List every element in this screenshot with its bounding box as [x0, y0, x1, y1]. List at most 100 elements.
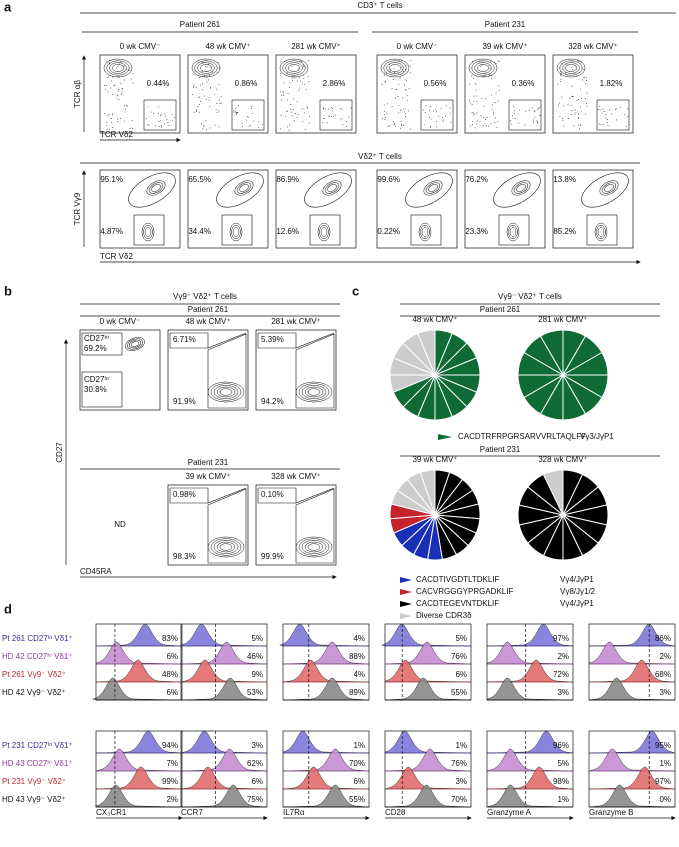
- event: [578, 124, 580, 126]
- event: [469, 83, 471, 85]
- contour: [506, 222, 520, 242]
- event: [289, 87, 290, 88]
- histogram-percent: 83%: [162, 634, 178, 643]
- event: [571, 114, 572, 116]
- event: [197, 106, 199, 107]
- histogram-percent: 62%: [247, 759, 263, 768]
- histogram: [486, 748, 574, 772]
- event: [599, 124, 601, 126]
- event: [301, 82, 303, 84]
- gate: [319, 99, 353, 131]
- event: [120, 118, 121, 119]
- event: [210, 66, 212, 68]
- contour: [389, 64, 401, 72]
- event: [537, 122, 538, 124]
- event: [202, 83, 203, 85]
- gate: [143, 99, 177, 131]
- event: [394, 72, 396, 73]
- plot-frame: [384, 623, 472, 701]
- event: [580, 106, 581, 108]
- contour: [508, 225, 518, 239]
- event: [578, 99, 579, 100]
- panel-header: CD3⁺ T cells: [357, 1, 402, 10]
- event: [164, 113, 166, 115]
- contour: [599, 180, 619, 196]
- event: [391, 106, 393, 107]
- event: [201, 61, 203, 63]
- histogram-percent: 3%: [455, 777, 467, 786]
- plot-frame: [95, 730, 183, 808]
- histogram-percent: 2%: [659, 652, 671, 661]
- event: [475, 84, 477, 86]
- event: [235, 108, 237, 109]
- event: [280, 72, 282, 74]
- event: [400, 109, 402, 111]
- event: [295, 113, 296, 114]
- event: [472, 124, 473, 126]
- contour: [125, 337, 145, 351]
- contour: [109, 62, 127, 74]
- contour: [232, 227, 240, 237]
- event: [171, 114, 173, 115]
- event: [287, 110, 289, 112]
- gate: [169, 487, 247, 504]
- histogram-percent: 95%: [655, 741, 671, 750]
- histogram-percent: 88%: [349, 652, 365, 661]
- event: [491, 78, 493, 80]
- contour: [146, 180, 166, 196]
- event: [382, 118, 383, 120]
- event: [384, 119, 386, 120]
- gate: [81, 332, 123, 356]
- event: [203, 62, 205, 64]
- event: [393, 68, 395, 69]
- event: [580, 61, 582, 62]
- histogram-percent: 6%: [166, 688, 178, 697]
- event: [123, 65, 125, 67]
- event: [399, 77, 401, 79]
- event: [469, 125, 471, 127]
- event: [330, 116, 332, 118]
- x-axis-label: CD28: [385, 808, 406, 817]
- gate: [581, 172, 629, 208]
- event: [112, 114, 114, 116]
- event: [405, 89, 407, 91]
- histogram: [282, 748, 370, 772]
- event: [290, 111, 292, 113]
- event: [489, 61, 491, 63]
- row-label: HD 42 CD27ʰⁱ Vδ1⁺: [2, 652, 73, 661]
- event: [495, 117, 496, 119]
- event: [476, 101, 478, 103]
- contour: [197, 62, 215, 74]
- histogram: [486, 659, 574, 683]
- histogram-percent: 1%: [353, 741, 365, 750]
- gate: [81, 371, 123, 408]
- event: [280, 99, 282, 101]
- event: [571, 110, 573, 112]
- event: [199, 77, 201, 78]
- event: [346, 121, 347, 123]
- gate: [498, 214, 530, 246]
- event: [205, 70, 207, 72]
- histogram: [588, 677, 676, 701]
- event: [193, 87, 194, 89]
- histogram-percent: 1%: [455, 741, 467, 750]
- contour: [298, 383, 330, 401]
- histogram: [588, 766, 676, 790]
- column-label: 39 wk CMV⁺: [482, 42, 527, 51]
- event: [258, 126, 260, 128]
- legend-swatch: [438, 434, 452, 440]
- event: [474, 83, 476, 85]
- event: [576, 100, 578, 101]
- event: [403, 125, 404, 127]
- event: [536, 120, 538, 122]
- plot-frame: [552, 54, 634, 134]
- event: [207, 96, 209, 98]
- gate: [207, 488, 247, 564]
- event: [106, 129, 108, 131]
- histogram: [486, 766, 574, 790]
- histogram: [180, 748, 268, 772]
- event: [201, 123, 202, 125]
- event: [114, 84, 116, 86]
- event: [306, 107, 308, 108]
- event: [193, 84, 195, 86]
